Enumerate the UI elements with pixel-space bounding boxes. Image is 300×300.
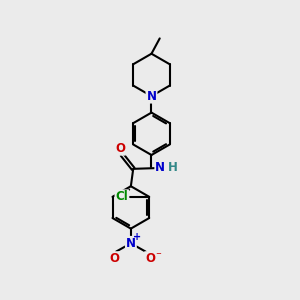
Text: ⁻: ⁻ bbox=[155, 251, 161, 261]
Text: O: O bbox=[110, 252, 120, 265]
Text: +: + bbox=[133, 232, 141, 242]
Text: Cl: Cl bbox=[116, 190, 128, 203]
Text: O: O bbox=[145, 252, 155, 265]
Text: N: N bbox=[146, 90, 157, 103]
Text: O: O bbox=[115, 142, 125, 155]
Text: N: N bbox=[126, 237, 136, 250]
Text: N: N bbox=[155, 161, 165, 175]
Text: H: H bbox=[168, 161, 178, 175]
